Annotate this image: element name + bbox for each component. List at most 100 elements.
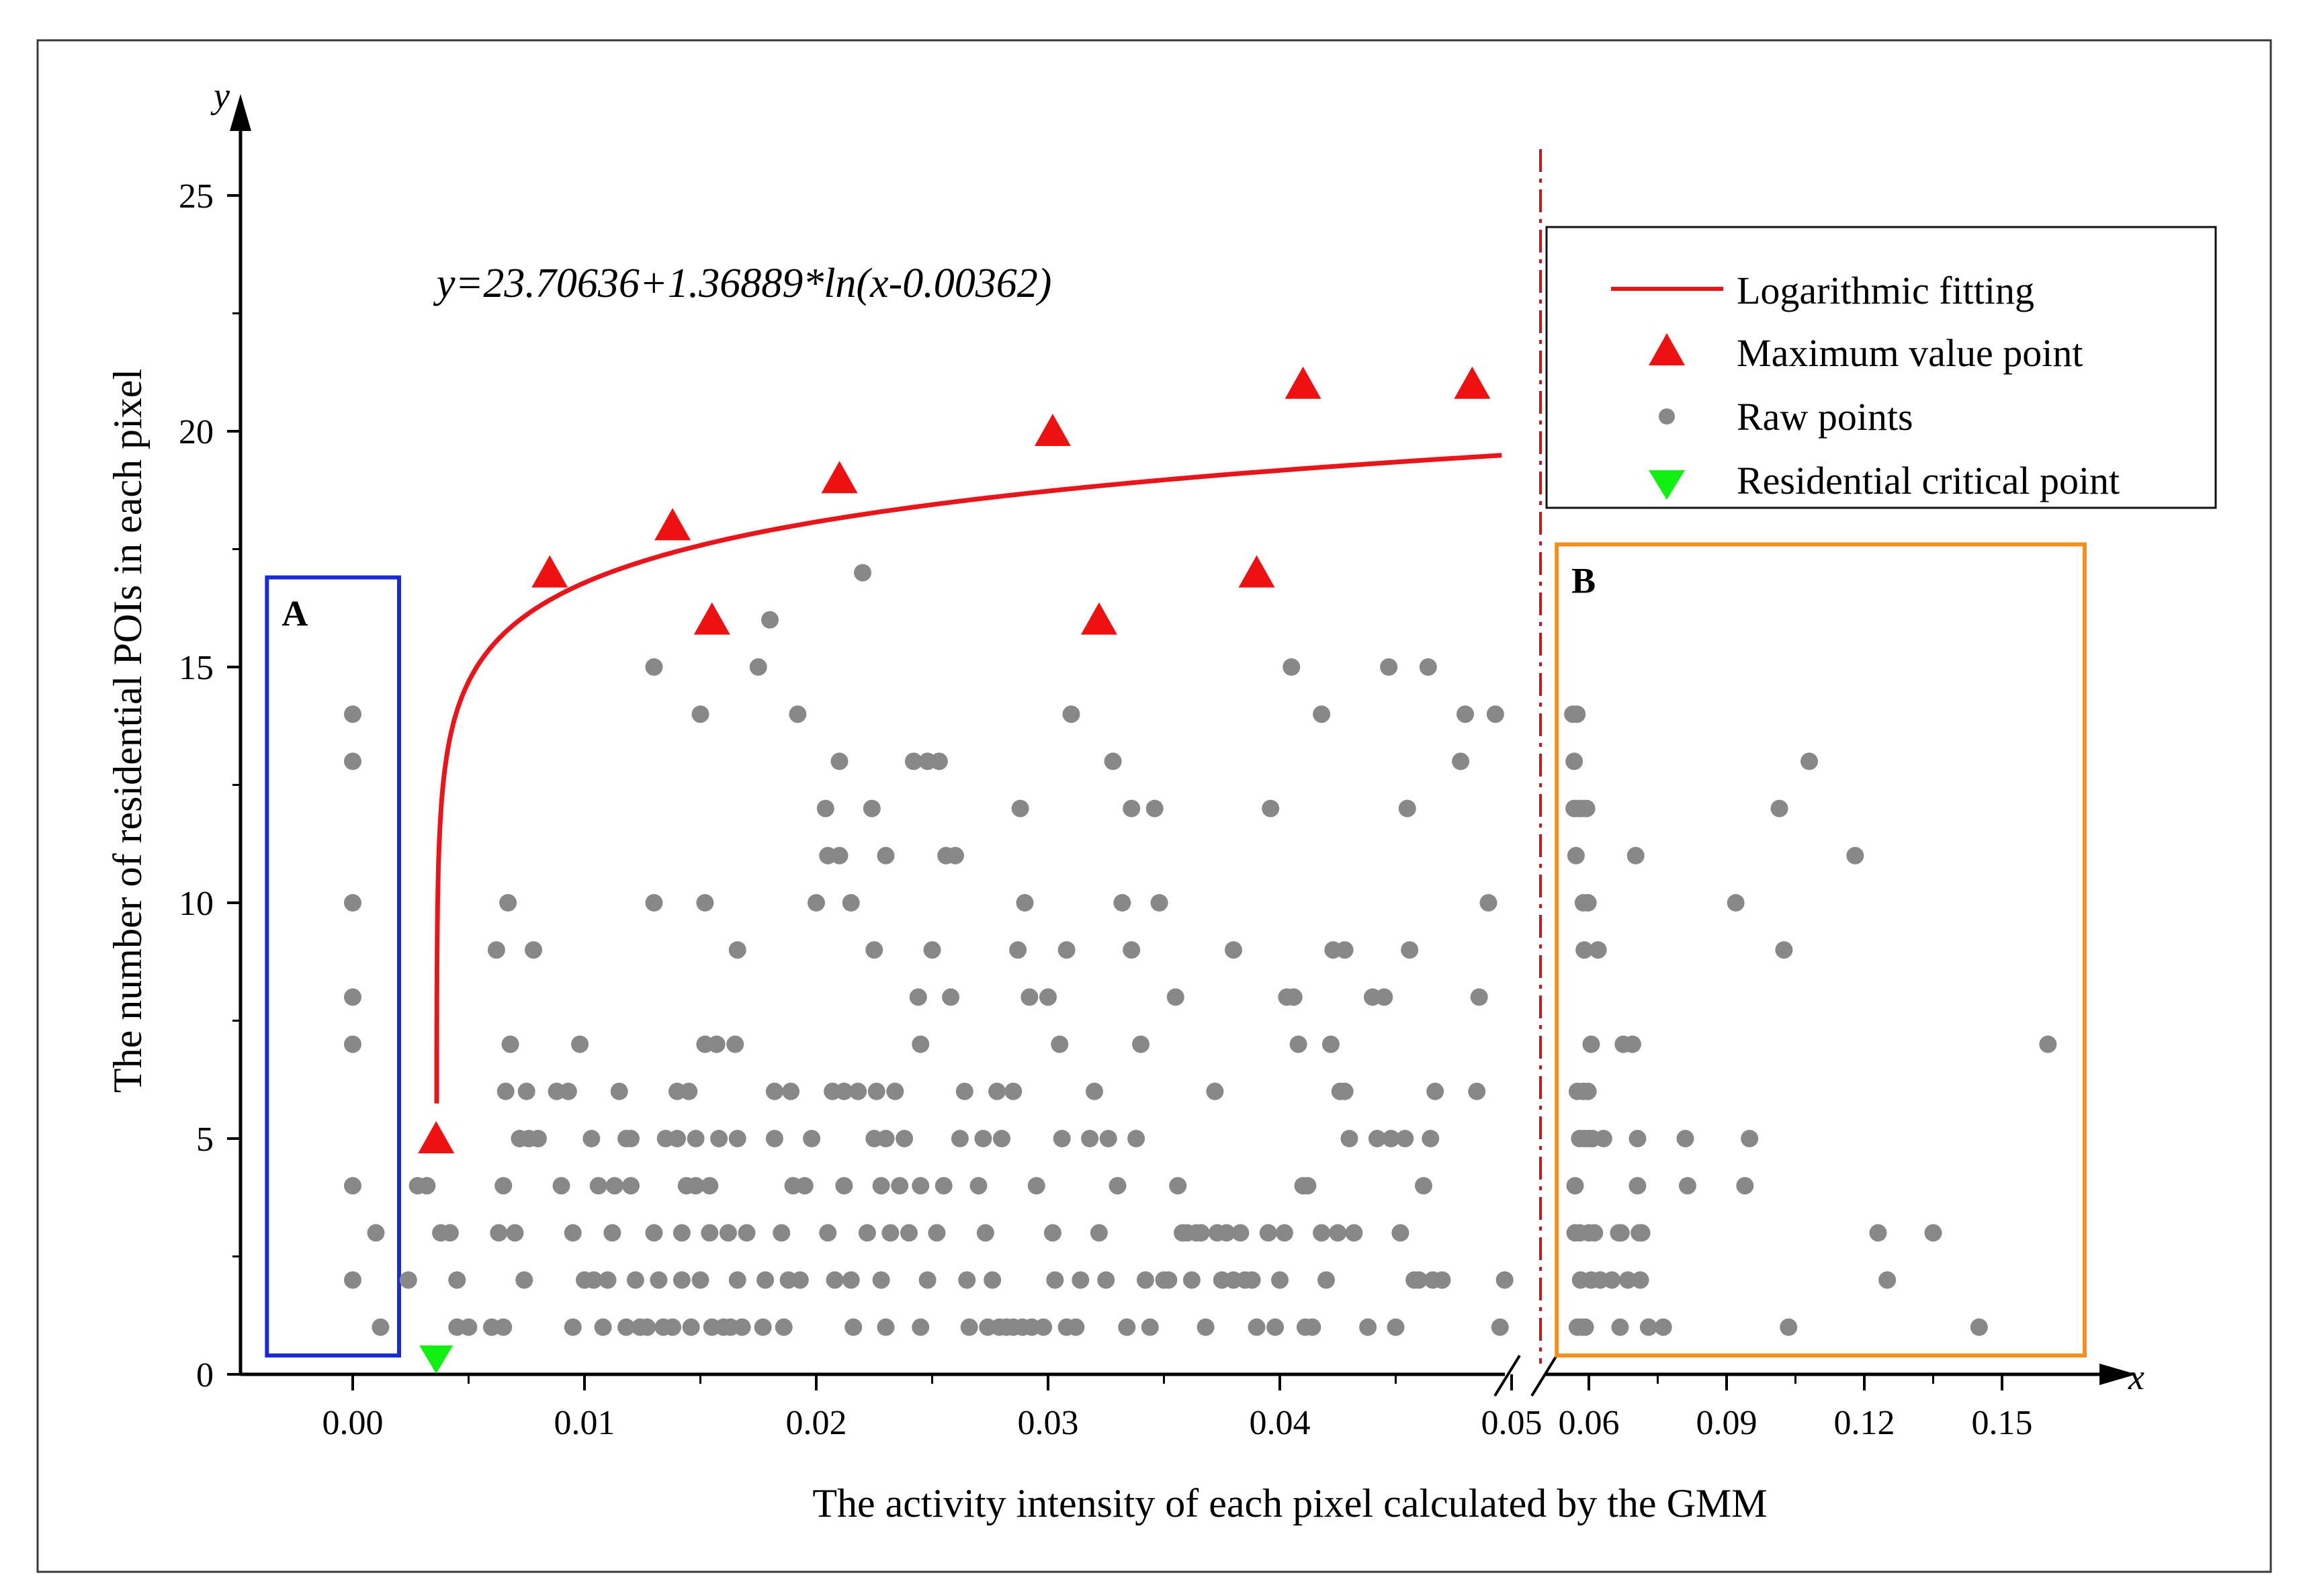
y-tick-label: 25 bbox=[179, 177, 214, 216]
raw-point bbox=[1150, 894, 1168, 912]
raw-point bbox=[701, 1177, 719, 1195]
raw-point bbox=[1566, 1177, 1584, 1195]
raw-point bbox=[499, 894, 517, 912]
raw-point bbox=[1081, 1130, 1099, 1147]
raw-point bbox=[923, 941, 941, 959]
raw-point bbox=[691, 1271, 709, 1289]
raw-point bbox=[441, 1224, 459, 1242]
raw-point bbox=[418, 1177, 436, 1195]
raw-point bbox=[1051, 1035, 1069, 1053]
raw-point bbox=[912, 1318, 930, 1336]
raw-point bbox=[1132, 1035, 1149, 1053]
raw-point bbox=[1021, 988, 1039, 1006]
raw-point bbox=[867, 1082, 885, 1100]
raw-point bbox=[680, 1082, 698, 1100]
raw-point bbox=[909, 988, 927, 1006]
raw-point bbox=[1169, 1177, 1187, 1195]
raw-point bbox=[691, 705, 709, 723]
raw-point bbox=[372, 1318, 390, 1336]
raw-point bbox=[344, 894, 361, 912]
raw-point bbox=[891, 1177, 909, 1195]
raw-point bbox=[1043, 1224, 1061, 1242]
raw-point bbox=[672, 1224, 691, 1242]
raw-point bbox=[696, 894, 714, 912]
raw-point bbox=[808, 894, 825, 912]
raw-point bbox=[494, 1318, 513, 1336]
raw-point bbox=[672, 1271, 691, 1289]
x-axis-label: The activity intensity of each pixel cal… bbox=[812, 1481, 1767, 1525]
maximum-value-point bbox=[693, 602, 730, 635]
raw-point bbox=[1727, 894, 1745, 912]
raw-point bbox=[1231, 1224, 1250, 1242]
raw-point bbox=[1123, 799, 1141, 817]
legend: Logarithmic fitting Maximum value point … bbox=[1545, 226, 2217, 509]
legend-triangle-up-symbol bbox=[1649, 333, 1685, 365]
raw-point bbox=[645, 894, 663, 912]
raw-point bbox=[1780, 1318, 1798, 1336]
raw-point bbox=[1072, 1271, 1090, 1289]
raw-point bbox=[1317, 1271, 1335, 1289]
raw-point bbox=[344, 1035, 361, 1053]
legend-circle-symbol bbox=[1659, 408, 1675, 425]
raw-point bbox=[1118, 1318, 1136, 1336]
raw-point bbox=[701, 1224, 719, 1242]
maximum-value-point bbox=[1454, 366, 1491, 399]
raw-point bbox=[1039, 988, 1057, 1006]
raw-point bbox=[564, 1318, 582, 1336]
critical-point-group bbox=[419, 1345, 453, 1374]
raw-point bbox=[756, 1271, 775, 1289]
raw-point bbox=[552, 1177, 570, 1195]
raw-point bbox=[687, 1130, 705, 1147]
raw-point bbox=[367, 1224, 385, 1242]
raw-point bbox=[969, 1177, 988, 1195]
raw-point bbox=[1299, 1177, 1317, 1195]
raw-point bbox=[1396, 1130, 1414, 1147]
raw-point bbox=[877, 1130, 895, 1147]
raw-point bbox=[1565, 752, 1583, 770]
raw-point bbox=[1869, 1224, 1887, 1242]
raw-point bbox=[1401, 941, 1419, 959]
raw-point bbox=[775, 1318, 793, 1336]
raw-point bbox=[1217, 1224, 1235, 1242]
raw-point bbox=[976, 1224, 994, 1242]
raw-point bbox=[1097, 1271, 1115, 1289]
raw-point bbox=[765, 1130, 783, 1147]
raw-point bbox=[988, 1082, 1006, 1100]
raw-point bbox=[1266, 1318, 1285, 1336]
maximum-value-point bbox=[531, 555, 568, 588]
raw-point bbox=[844, 1318, 863, 1336]
raw-point bbox=[1775, 941, 1793, 959]
maximum-value-points bbox=[418, 366, 1491, 1153]
legend-label-fit: Logarithmic fitting bbox=[1737, 269, 2034, 312]
region-label-B: B bbox=[1571, 560, 1596, 601]
raw-point bbox=[1016, 894, 1034, 912]
raw-point bbox=[942, 988, 960, 1006]
raw-point bbox=[1057, 941, 1076, 959]
raw-point bbox=[816, 799, 834, 817]
raw-point bbox=[1626, 846, 1645, 864]
raw-point bbox=[1368, 1130, 1386, 1147]
raw-point bbox=[1027, 1177, 1045, 1195]
raw-point bbox=[749, 658, 767, 676]
raw-point bbox=[496, 1082, 515, 1100]
raw-point bbox=[1104, 752, 1122, 770]
residential-critical-point bbox=[419, 1345, 453, 1374]
raw-point bbox=[344, 752, 361, 770]
raw-point bbox=[1629, 1130, 1647, 1147]
raw-point bbox=[1878, 1271, 1897, 1289]
raw-point bbox=[728, 1271, 746, 1289]
raw-point bbox=[1127, 1130, 1145, 1147]
raw-point bbox=[1062, 705, 1080, 723]
raw-point bbox=[1053, 1130, 1071, 1147]
raw-point bbox=[594, 1318, 612, 1336]
figure-border bbox=[36, 39, 2272, 1573]
legend-label-raw: Raw points bbox=[1737, 395, 1913, 439]
y-axis-label: The number of residential POIs in each p… bbox=[105, 369, 150, 1093]
raw-point bbox=[842, 1271, 860, 1289]
raw-point bbox=[487, 941, 505, 959]
raw-point bbox=[1086, 1082, 1103, 1100]
raw-point bbox=[584, 1271, 603, 1289]
raw-point bbox=[1623, 1035, 1641, 1053]
raw-point bbox=[1182, 1271, 1201, 1289]
raw-point bbox=[1004, 1082, 1023, 1100]
